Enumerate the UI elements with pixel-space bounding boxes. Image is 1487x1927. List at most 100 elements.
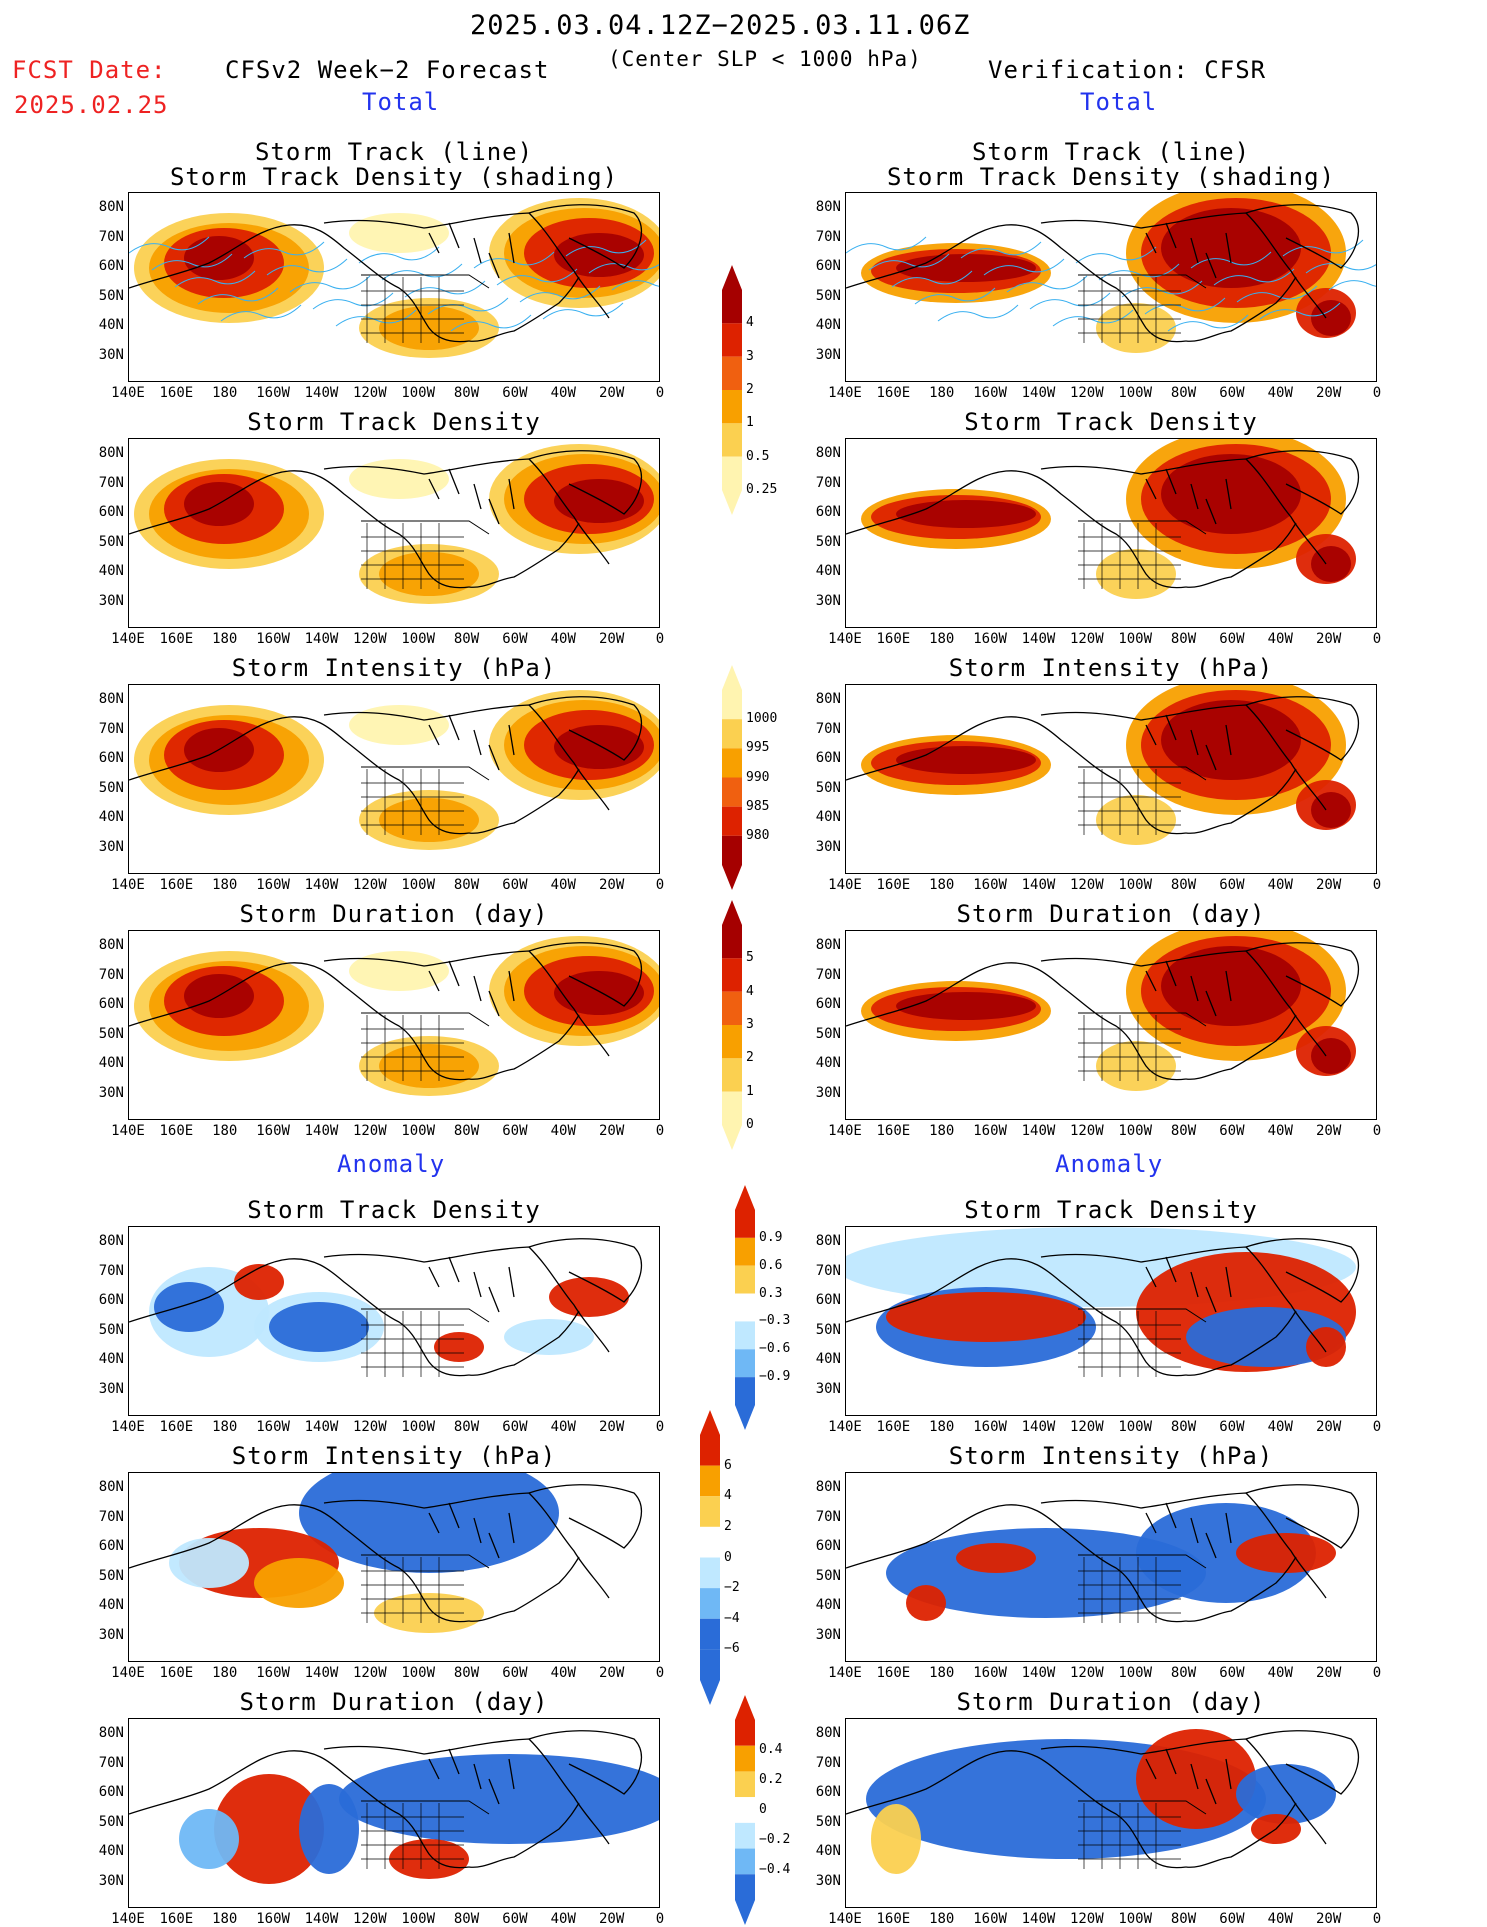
lat-tick-label: 60N <box>98 750 124 766</box>
lat-tick-label: 40N <box>815 1597 841 1613</box>
coastline <box>528 942 643 1007</box>
panel-title: Storm Track (line) <box>254 138 534 166</box>
coastline <box>428 714 515 771</box>
lon-tick-label: 40W <box>1267 1911 1293 1927</box>
lon-tick-label: 160E <box>876 1123 911 1139</box>
lon-tick-label: 140W <box>1021 1665 1056 1681</box>
lon-tick-label: 120W <box>1069 1123 1104 1139</box>
map-canvas <box>129 690 659 850</box>
map-canvas <box>129 444 659 604</box>
lat-tick-label: 50N <box>815 1321 841 1338</box>
lon-tick-label: 0 <box>655 385 665 401</box>
lon-tick-label: 80W <box>1170 877 1197 893</box>
colorbar-label: −6 <box>724 1641 740 1657</box>
panel-title: Storm Track (line) <box>971 138 1251 166</box>
lat-tick-label: 50N <box>98 1567 124 1584</box>
lon-tick-label: 100W <box>401 1123 436 1139</box>
panel-title: Storm Track Density <box>247 1196 541 1224</box>
colorbar-segment <box>735 1771 755 1798</box>
lon-tick-label: 60W <box>1219 877 1245 893</box>
map-canvas <box>129 1473 643 1633</box>
lon-tick-label: 180 <box>212 877 238 893</box>
lat-tick-label: 80N <box>815 1233 841 1249</box>
colorbar <box>700 1410 720 1705</box>
lon-tick-label: 180 <box>929 385 955 401</box>
colorbar-segment <box>722 456 742 490</box>
lon-tick-label: 180 <box>212 1911 238 1927</box>
lon-tick-label: 160W <box>973 385 1007 401</box>
colorbar-label: 0 <box>724 1549 732 1565</box>
panel-title: Storm Duration (day) <box>956 900 1266 928</box>
shade-region <box>349 705 449 745</box>
coastline <box>428 1502 515 1559</box>
lon-tick-label: 80W <box>453 1123 480 1139</box>
lon-tick-label: 140E <box>828 1911 862 1927</box>
lon-tick-label: 160E <box>159 1665 194 1681</box>
lon-tick-label: 80W <box>453 1419 480 1435</box>
map-canvas <box>129 1238 643 1377</box>
coastline <box>129 962 470 1081</box>
lon-tick-label: 20W <box>598 385 625 401</box>
border-line <box>1078 1554 1207 1569</box>
storm-track-line <box>1213 268 1295 286</box>
border-line <box>361 1800 490 1815</box>
shade-region <box>504 1319 594 1355</box>
lon-tick-label: 100W <box>401 385 436 401</box>
lon-tick-label: 180 <box>929 1123 955 1139</box>
lon-tick-label: 140E <box>111 1911 145 1927</box>
shade-region <box>214 1774 324 1884</box>
lat-tick-label: 40N <box>98 1055 124 1071</box>
lon-tick-label: 120W <box>1069 1665 1104 1681</box>
coastline <box>528 1238 643 1303</box>
border-line <box>361 1308 490 1323</box>
coastline <box>1185 1310 1297 1376</box>
lon-tick-label: 160E <box>159 385 194 401</box>
colorbar-label: 0.4 <box>759 1742 783 1757</box>
lon-tick-label: 120W <box>352 385 387 401</box>
lat-tick-label: 70N <box>815 1262 841 1279</box>
lon-tick-label: 100W <box>1118 1419 1153 1435</box>
storm-track-line <box>289 275 371 293</box>
lon-tick-label: 140E <box>111 385 145 401</box>
shade-region <box>1186 1307 1346 1367</box>
colorbar-arrow-top <box>722 900 742 925</box>
lon-tick-label: 40W <box>550 1123 576 1139</box>
coastline <box>1245 696 1360 761</box>
shade-region <box>254 1558 344 1608</box>
coastline <box>846 716 1187 835</box>
shade-region <box>154 1282 224 1332</box>
lat-tick-label: 80N <box>98 937 124 953</box>
lat-tick-label: 40N <box>98 809 124 825</box>
coastline <box>129 1750 470 1869</box>
colorbar-label: −0.2 <box>759 1832 791 1847</box>
lon-tick-label: 160E <box>159 1419 194 1435</box>
coastline <box>468 1556 580 1622</box>
lon-tick-label: 120W <box>352 877 387 893</box>
lat-tick-label: 80N <box>98 199 124 215</box>
colorbar-segment <box>722 835 742 865</box>
lon-tick-label: 0 <box>655 1419 665 1435</box>
lat-tick-label: 70N <box>98 1262 124 1279</box>
lat-tick-label: 60N <box>815 504 841 520</box>
coastline <box>1245 1730 1360 1795</box>
storm-track-line <box>381 263 463 281</box>
map-canvas <box>129 1730 659 1884</box>
lon-tick-label: 140W <box>1021 1419 1056 1435</box>
lat-tick-label: 60N <box>815 996 841 1012</box>
lon-tick-label: 100W <box>401 1665 436 1681</box>
colorbar-arrow-bottom <box>722 1125 742 1150</box>
lon-tick-label: 40W <box>1267 631 1293 647</box>
colorbar-segment <box>700 1526 720 1558</box>
storm-track-line <box>220 304 302 322</box>
colorbar-label: 0.6 <box>759 1257 783 1273</box>
colorbar <box>722 665 742 890</box>
colorbar-segment <box>700 1649 720 1680</box>
lon-tick-label: 160W <box>256 877 290 893</box>
lon-tick-label: 0 <box>1372 385 1382 401</box>
shade-region <box>1136 1503 1316 1603</box>
shade-region <box>1236 1764 1336 1824</box>
lat-tick-label: 30N <box>815 1380 841 1397</box>
lon-tick-label: 120W <box>352 1911 387 1927</box>
colorbar-segment <box>700 1465 720 1497</box>
colorbar <box>722 900 742 1150</box>
